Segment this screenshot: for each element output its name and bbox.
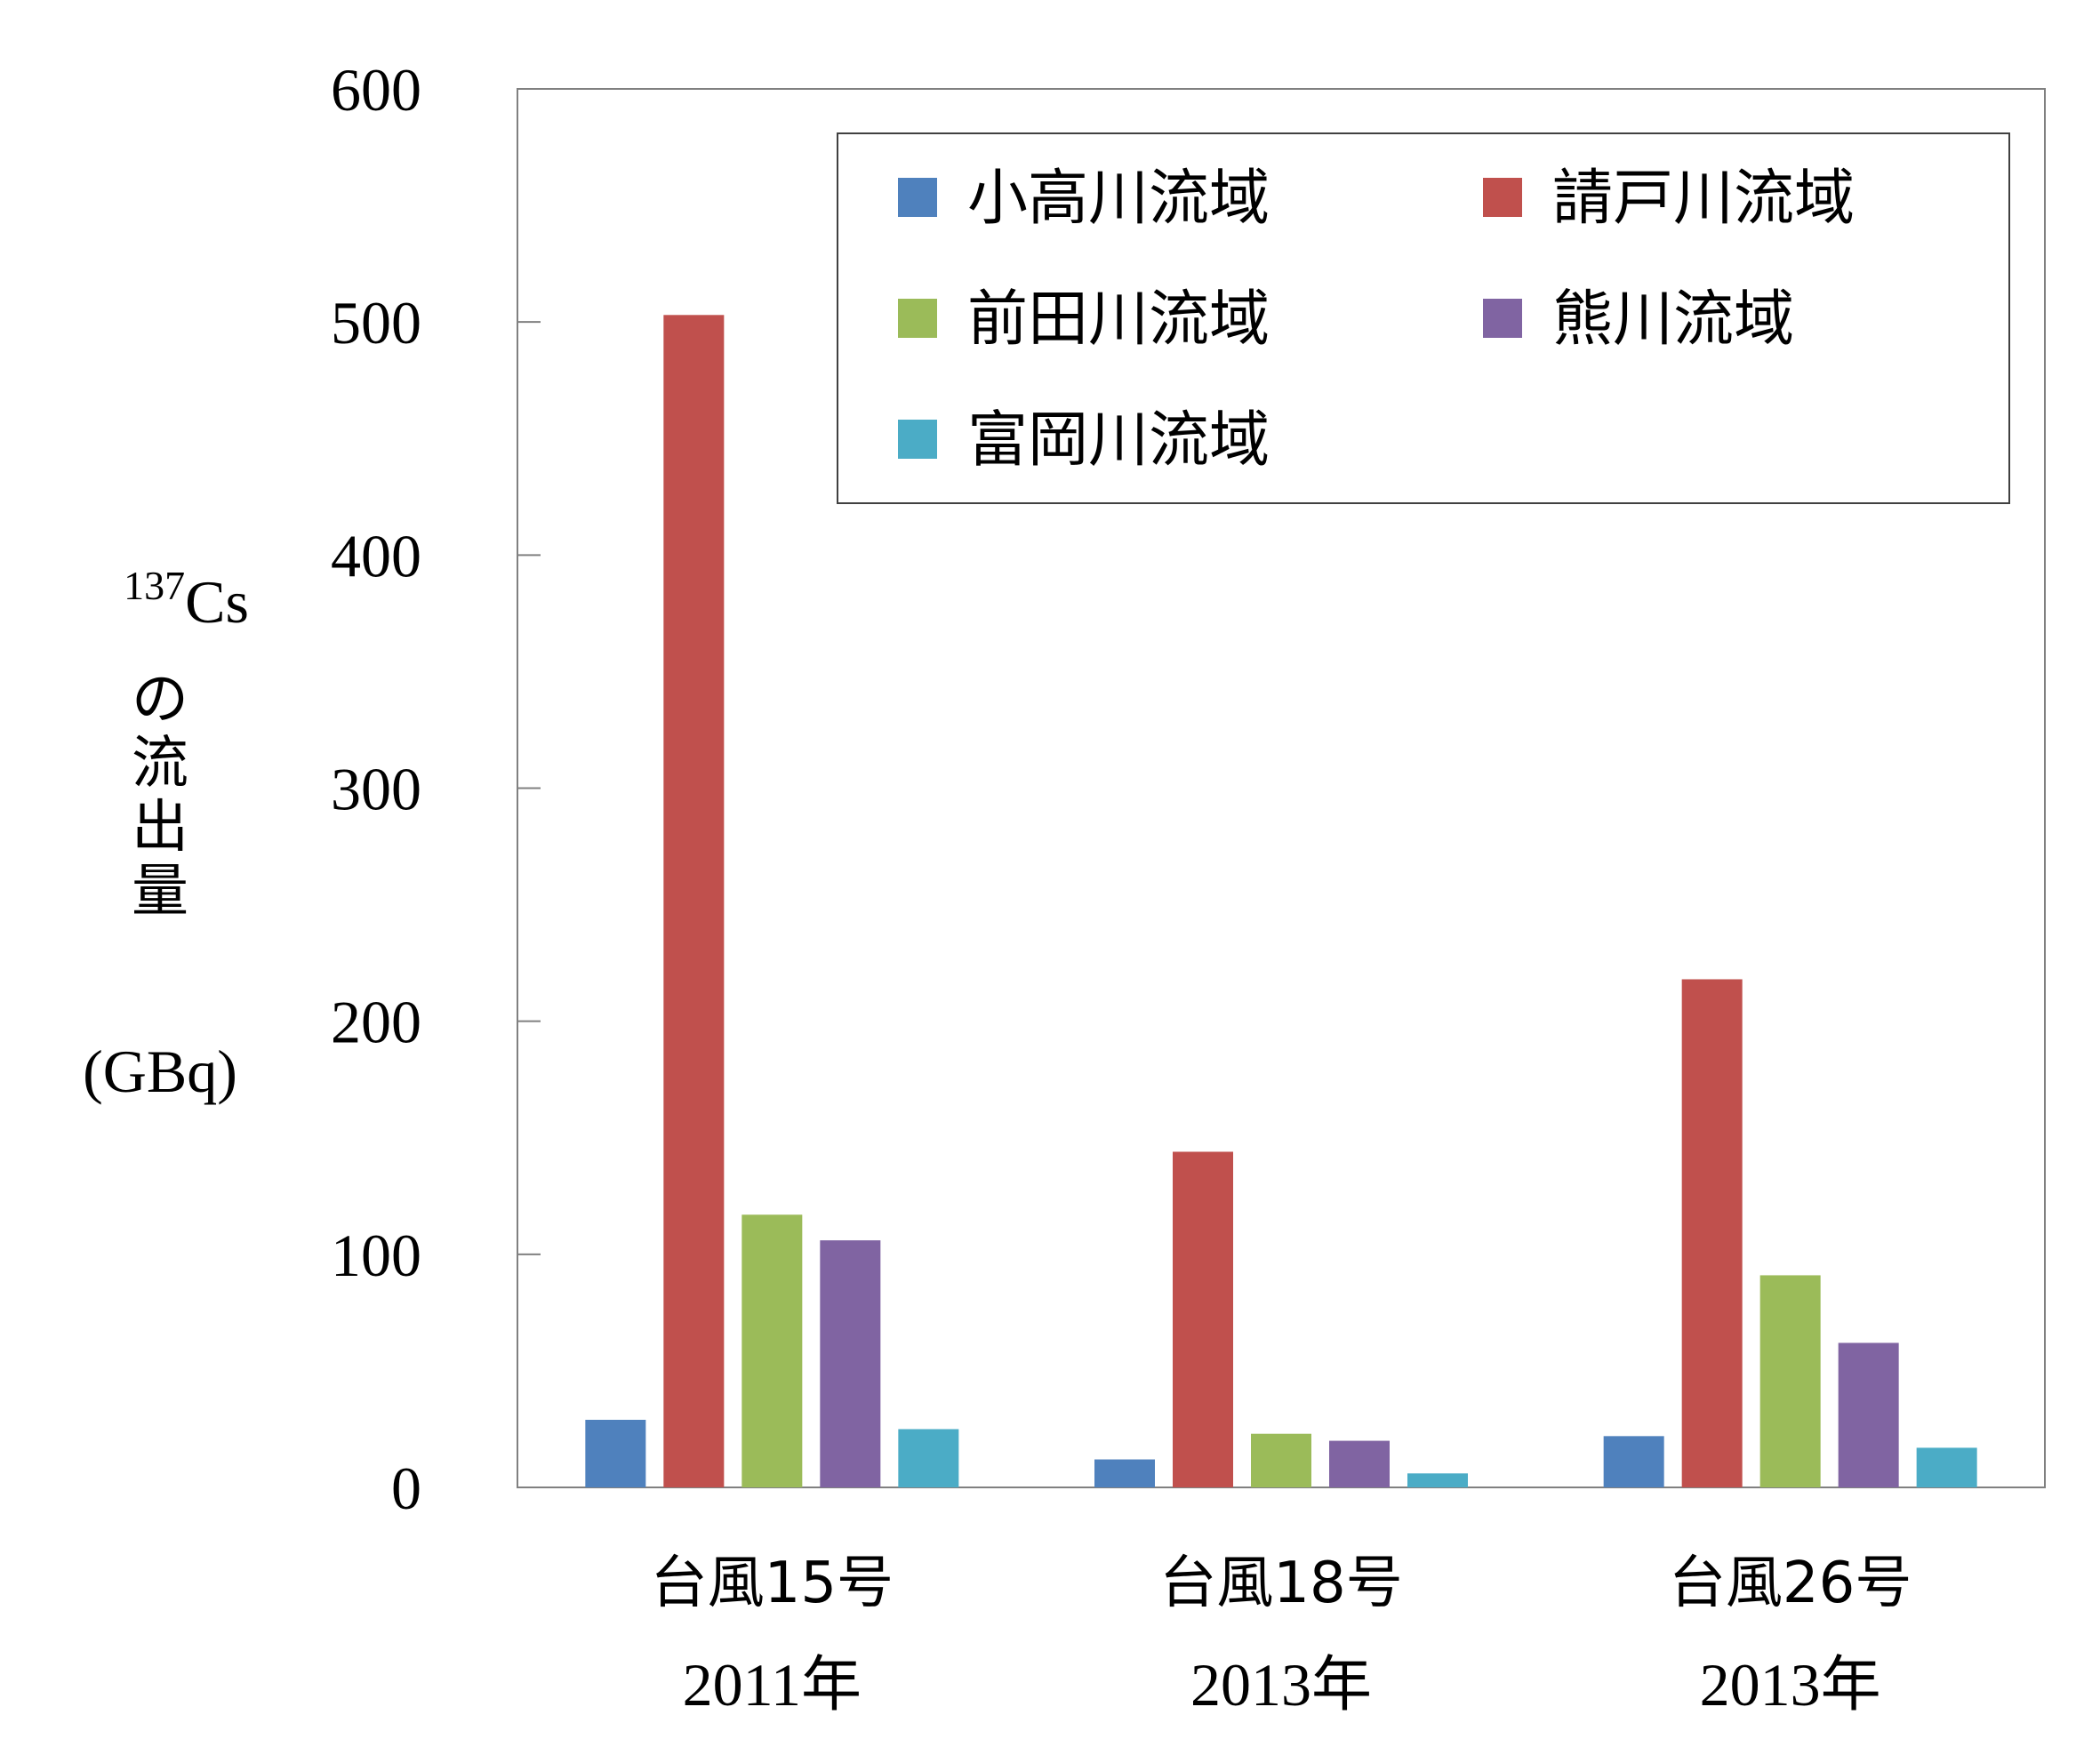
bar-3-2 <box>1251 1433 1311 1487</box>
y-tick-label: 300 <box>331 756 421 823</box>
x-category-label: 台風15号 <box>651 1551 894 1616</box>
bar-1-3 <box>1603 1436 1664 1487</box>
legend-label: 前田川流域 <box>967 284 1270 355</box>
y-axis-label-char: の <box>132 667 188 733</box>
y-axis-ticks: 0 100 200 300 400 500 600 <box>331 56 541 1522</box>
y-axis-label-char: 出 <box>132 795 188 861</box>
y-axis-label-char: 流 <box>132 731 188 797</box>
bar-1-1 <box>585 1419 646 1487</box>
y-tick-label: 500 <box>331 289 421 357</box>
bar-5-3 <box>1916 1447 1977 1487</box>
y-tick-label: 100 <box>331 1222 421 1289</box>
x-category-year: 2013年 <box>1190 1651 1372 1719</box>
bar-3-3 <box>1759 1275 1821 1487</box>
y-tick-label: 0 <box>391 1454 421 1522</box>
y-tick-label: 200 <box>331 989 421 1056</box>
y-axis-label-main: 137Cs <box>124 563 249 636</box>
bar-3-1 <box>741 1214 803 1487</box>
bar-2-2 <box>1173 1151 1233 1487</box>
legend-swatch <box>898 178 937 217</box>
x-category-year: 2011年 <box>683 1651 862 1719</box>
legend-label: 富岡川流域 <box>967 405 1270 476</box>
y-tick-label: 600 <box>331 56 421 124</box>
y-tick-label: 400 <box>331 522 421 589</box>
legend-swatch <box>1483 299 1522 338</box>
legend-label: 請戸川流域 <box>1552 164 1855 234</box>
y-axis-label-text: Cs <box>185 568 249 636</box>
y-axis-label-char: 量 <box>132 859 188 925</box>
legend-label: 小高川流域 <box>967 164 1270 234</box>
bar-1-2 <box>1094 1459 1155 1487</box>
legend-label: 熊川流域 <box>1552 284 1794 355</box>
y-axis-label-superscript: 137 <box>124 563 185 608</box>
bar-4-3 <box>1838 1342 1899 1487</box>
bar-5-2 <box>1407 1473 1468 1487</box>
y-axis-unit: (GBq) <box>83 1038 237 1105</box>
bar-5-1 <box>898 1429 959 1487</box>
bar-2-3 <box>1681 979 1743 1487</box>
bar-4-1 <box>820 1240 881 1487</box>
x-category-label: 台風18号 <box>1159 1551 1402 1616</box>
legend-swatch <box>898 420 937 459</box>
legend-swatch <box>898 299 937 338</box>
x-category-year: 2013年 <box>1700 1651 1881 1719</box>
legend-frame <box>837 132 2010 504</box>
bars <box>585 315 1977 1488</box>
bar-4-2 <box>1329 1440 1390 1487</box>
legend-swatch <box>1483 178 1522 217</box>
x-axis-categories: 台風15号 2011年 台風18号 2013年 台風26号 2013年 <box>651 1551 1912 1719</box>
bar-2-1 <box>663 315 725 1488</box>
x-category-label: 台風26号 <box>1669 1551 1912 1616</box>
